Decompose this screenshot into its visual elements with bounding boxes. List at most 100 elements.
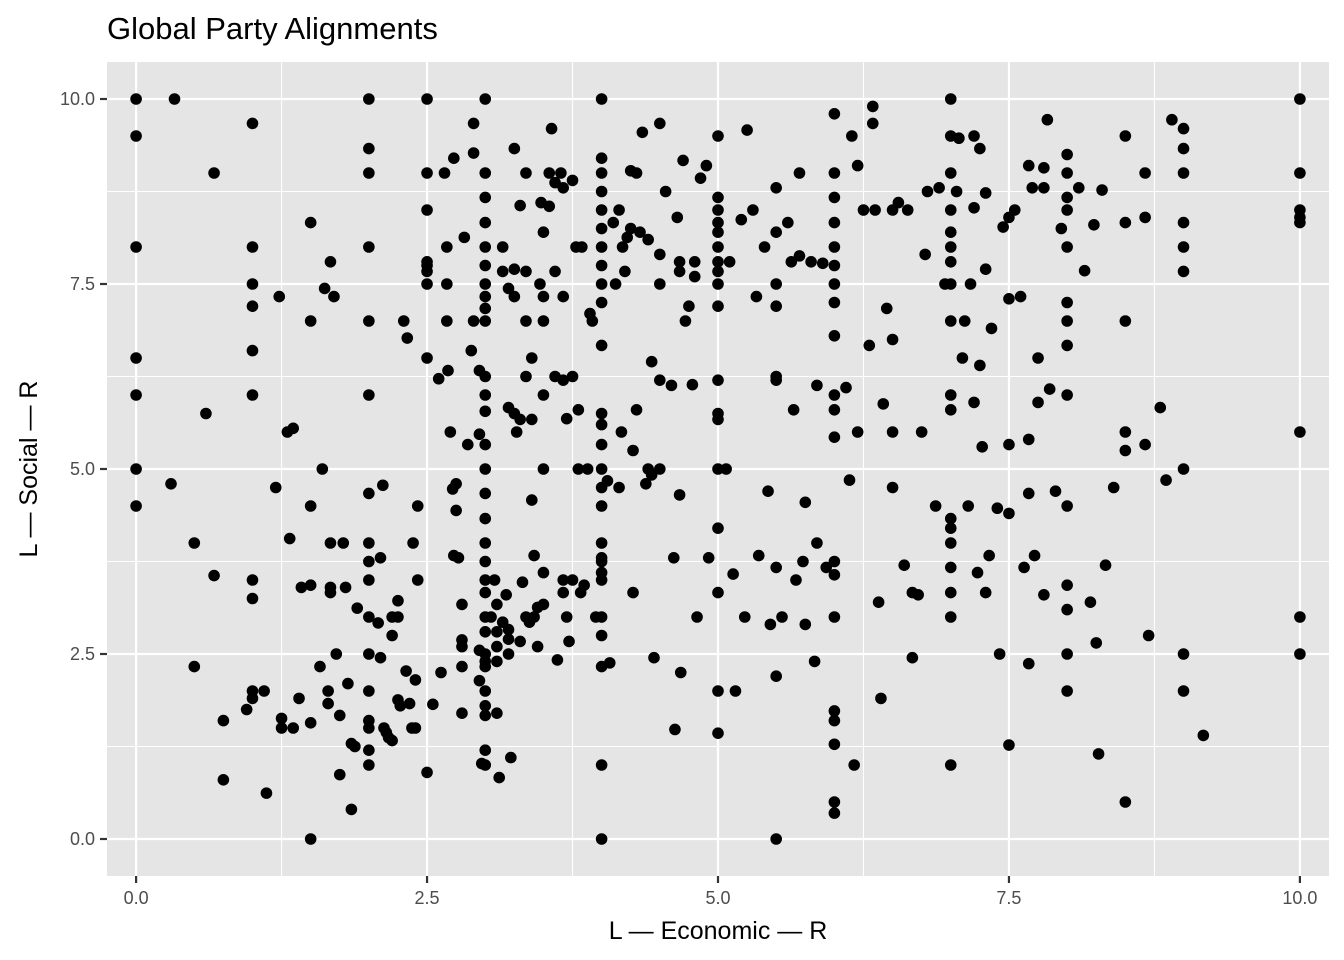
data-point: [624, 222, 637, 235]
data-point: [686, 378, 699, 391]
data-point: [304, 717, 317, 729]
data-point: [304, 500, 317, 512]
data-point: [805, 255, 817, 268]
data-point: [1061, 685, 1073, 697]
data-point: [976, 441, 988, 453]
data-point: [363, 487, 375, 500]
data-point: [508, 263, 521, 276]
data-point: [828, 296, 841, 309]
data-point: [394, 700, 407, 712]
data-point: [479, 626, 492, 638]
data-point: [479, 709, 492, 722]
data-point: [130, 463, 142, 475]
data-point: [613, 481, 625, 494]
data-point: [640, 478, 652, 490]
data-point: [246, 117, 259, 130]
data-point: [997, 221, 1009, 233]
y-tick-label-2: 5.0: [70, 459, 95, 479]
data-point: [595, 438, 608, 451]
data-point: [828, 807, 841, 819]
data-point: [557, 586, 570, 599]
data-point: [958, 315, 971, 327]
data-point: [491, 707, 503, 719]
data-point: [1154, 401, 1167, 414]
data-point: [712, 226, 724, 238]
data-point: [645, 469, 658, 481]
data-point: [508, 142, 521, 155]
data-point: [502, 623, 515, 636]
data-point: [712, 586, 724, 599]
data-point: [691, 611, 703, 623]
data-point: [667, 552, 680, 564]
data-point: [130, 241, 142, 253]
data-point: [595, 296, 608, 309]
data-point: [944, 586, 957, 599]
data-point: [1061, 339, 1073, 352]
chart-title: Global Party Alignments: [107, 11, 438, 46]
data-point: [520, 315, 532, 327]
data-point: [828, 569, 841, 581]
data-point: [974, 359, 986, 372]
data-point: [944, 389, 957, 401]
data-point: [630, 404, 643, 416]
data-point: [452, 552, 465, 564]
data-point: [1119, 444, 1132, 457]
data-point: [677, 154, 689, 167]
data-point: [785, 255, 798, 268]
data-point: [537, 226, 550, 238]
data-point: [479, 259, 492, 272]
data-point: [634, 226, 646, 238]
data-point: [648, 651, 660, 664]
data-point: [1003, 507, 1015, 520]
data-point: [1022, 657, 1035, 670]
data-point: [448, 152, 460, 164]
data-point: [1055, 222, 1068, 235]
data-point: [421, 278, 433, 290]
data-point: [1119, 796, 1132, 808]
data-point: [828, 259, 841, 272]
data-point: [595, 407, 608, 420]
data-point: [555, 167, 567, 179]
data-point: [377, 479, 389, 492]
data-point: [479, 700, 492, 712]
data-point: [985, 322, 998, 335]
data-point: [1003, 293, 1015, 305]
data-point: [712, 727, 724, 739]
data-point: [886, 426, 899, 438]
data-point: [363, 167, 375, 179]
data-point: [349, 740, 361, 753]
data-point: [407, 537, 419, 549]
data-point: [339, 581, 352, 594]
data-point: [712, 374, 724, 387]
data-point: [557, 574, 570, 586]
data-point: [543, 200, 556, 213]
data-point: [851, 159, 864, 172]
data-point: [551, 654, 564, 666]
data-point: [1084, 596, 1097, 608]
data-point: [1177, 463, 1190, 475]
data-point: [797, 555, 809, 568]
data-point: [537, 598, 550, 611]
data-point: [1061, 191, 1073, 204]
data-point: [669, 723, 681, 736]
data-point: [770, 226, 782, 238]
data-point: [363, 722, 375, 734]
data-point: [479, 438, 492, 451]
data-point: [770, 561, 782, 574]
data-point: [1177, 167, 1190, 179]
data-point: [615, 426, 628, 438]
data-point: [1294, 426, 1306, 438]
data-point: [1026, 182, 1039, 194]
data-point: [1043, 383, 1056, 395]
data-point: [479, 555, 492, 568]
data-point: [840, 381, 852, 394]
data-point: [828, 191, 841, 204]
data-point: [595, 555, 608, 568]
data-point: [1160, 474, 1172, 486]
data-point: [712, 130, 724, 142]
data-point: [1049, 485, 1062, 498]
data-point: [557, 182, 570, 194]
data-point: [557, 374, 570, 387]
data-point: [1177, 142, 1190, 155]
data-point: [979, 187, 992, 199]
